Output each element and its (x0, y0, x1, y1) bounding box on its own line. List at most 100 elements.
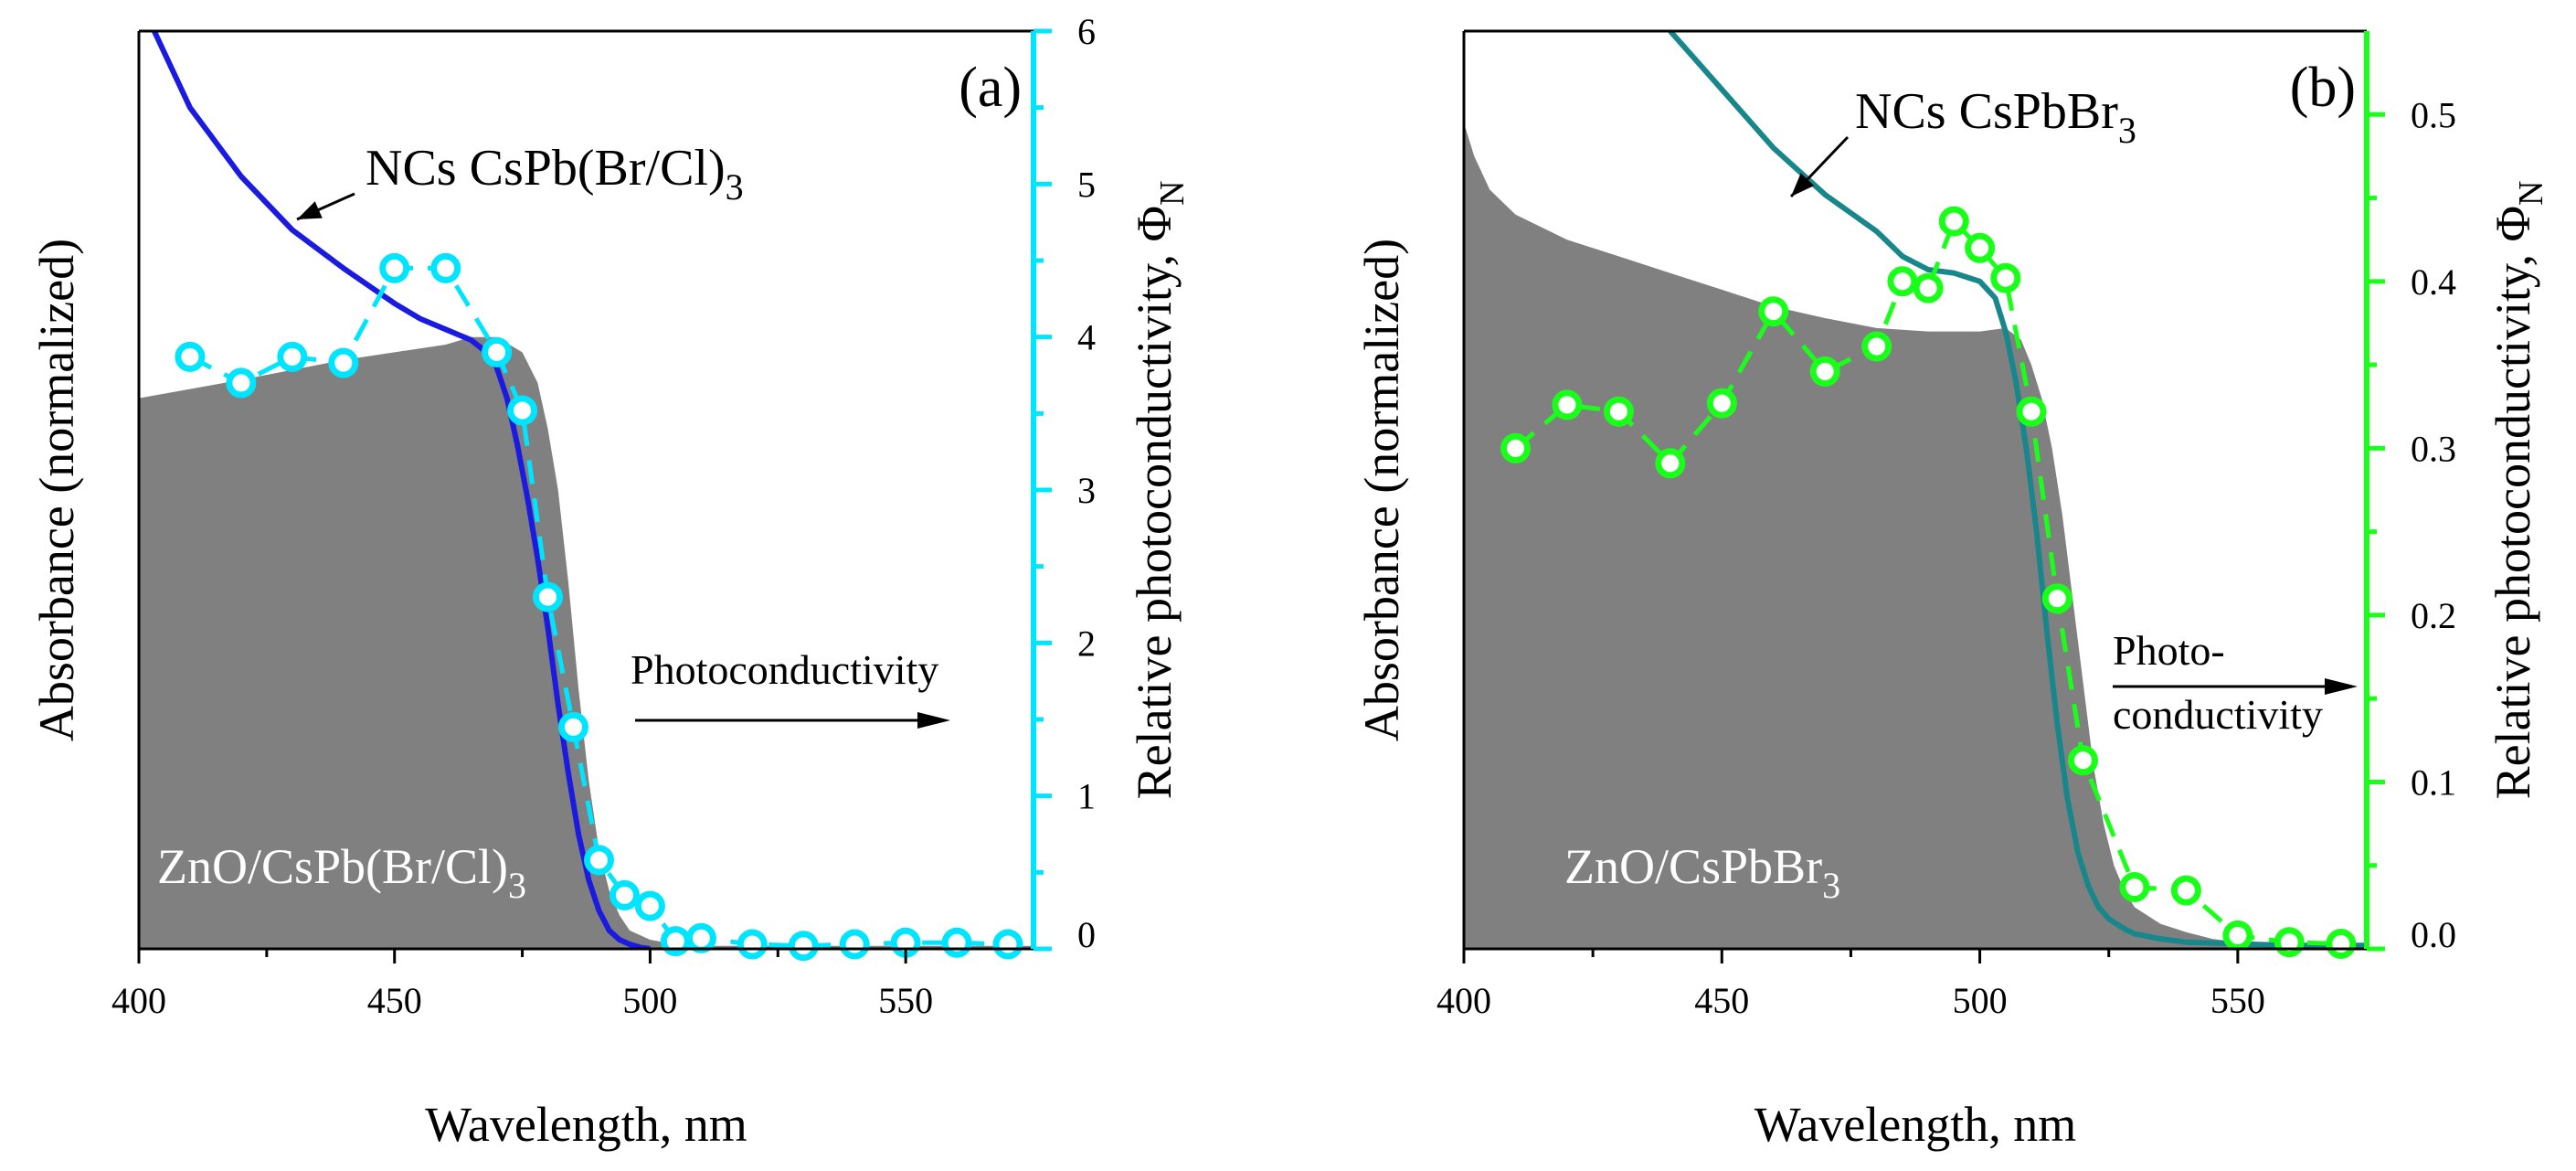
photoconductivity-point-a-14 (685, 922, 716, 953)
photoconductivity-point-a-20 (992, 929, 1023, 960)
curve-label-subscript: 3 (726, 166, 744, 208)
y-left-axis-title-b: Absorbance (normalized) (1354, 239, 1409, 741)
curve-label-text: NCs CsPb(Br/Cl) (366, 140, 726, 197)
y-right-tick-label-b-1: 0.1 (2411, 761, 2456, 803)
x-tick-label-b-0: 400 (1436, 980, 1491, 1021)
y-right-axis-title-text: Relative photoconductivity, Φ (1127, 206, 1182, 799)
curve-label-b: NCs CsPbBr3 (1855, 83, 2136, 151)
curve-label-text: NCs CsPbBr (1855, 83, 2118, 140)
panel-label-b: (b) (2290, 57, 2356, 119)
photoconductivity-point-b-20 (2326, 929, 2357, 959)
photoconductivity-point-b-3 (1655, 448, 1686, 479)
photoconductivity-point-a-19 (941, 927, 972, 958)
x-tick-label-b-1: 450 (1694, 980, 1749, 1021)
absorbance-area-a (139, 336, 1034, 949)
y-right-tick-label-b-2: 0.2 (2411, 595, 2456, 636)
photoconductivity-point-a-3 (328, 347, 359, 378)
photoconductivity-point-a-5 (430, 252, 461, 283)
photoconductivity-point-b-12 (1990, 262, 2021, 293)
panel-label-a: (a) (959, 57, 1022, 119)
y-right-tick-label-a-5: 5 (1077, 164, 1096, 205)
photoconductivity-arrow-label-b: Photo- (2113, 627, 2225, 674)
photoconductivity-point-a-17 (839, 929, 870, 960)
x-tick-label-b-3: 550 (2210, 980, 2265, 1021)
filled-area-label-text: ZnO/CsPbBr (1564, 839, 1822, 894)
y-right-axis-title-a: Relative photoconductivity, ΦN (1127, 181, 1192, 800)
y-right-tick-label-a-1: 1 (1077, 776, 1096, 817)
photoconductivity-point-a-12 (634, 890, 665, 921)
filled-area-label-b: ZnO/CsPbBr3 (1564, 839, 1840, 906)
photoconductivity-point-a-1 (226, 367, 257, 399)
photoconductivity-arrow-label-line2-b: conductivity (2113, 691, 2323, 738)
y-left-axis-title-a: Absorbance (normalized) (29, 239, 84, 741)
y-right-tick-label-a-4: 4 (1077, 317, 1096, 358)
photoconductivity-point-a-8 (533, 581, 563, 612)
photoconductivity-point-b-15 (2068, 745, 2098, 776)
photoconductivity-point-b-14 (2041, 583, 2072, 614)
nc-absorbance-line-a (152, 31, 651, 949)
y-right-tick-label-b-3: 0.3 (2411, 428, 2456, 469)
x-tick-label-a-1: 450 (367, 980, 422, 1021)
filled-area-label-subscript: 3 (1822, 865, 1840, 906)
photoconductivity-point-b-9 (1913, 272, 1944, 303)
y-right-axis-title-subscript: N (2512, 181, 2550, 206)
photoconductivity-point-a-4 (379, 252, 410, 283)
photoconductivity-point-b-7 (1861, 331, 1892, 362)
x-tick-label-a-2: 500 (622, 980, 677, 1021)
curve-label-subscript: 3 (2118, 110, 2136, 151)
nc-absorbance-line-b (1668, 31, 2367, 949)
curve-label-a: NCs CsPb(Br/Cl)3 (366, 140, 744, 208)
y-right-axis-title-b: Relative photoconductivity, ΦN (2486, 181, 2550, 800)
x-tick-label-a-0: 400 (111, 980, 166, 1021)
photoconductivity-arrowhead-b (2325, 678, 2358, 695)
y-right-axis-title-text: Relative photoconductivity, Φ (2486, 206, 2540, 799)
curve-pointer-arrowhead-b (1791, 173, 1815, 197)
photoconductivity-point-b-18 (2222, 920, 2253, 951)
filled-area-label-text: ZnO/CsPb(Br/Cl) (157, 839, 508, 894)
photoconductivity-point-a-15 (737, 929, 768, 960)
plot-area-b (1464, 31, 2367, 949)
photoconductivity-point-a-7 (507, 395, 538, 426)
x-axis-title-a: Wavelength, nm (425, 1097, 747, 1152)
y-right-tick-label-a-0: 0 (1077, 914, 1096, 955)
photoconductivity-point-a-2 (277, 341, 308, 372)
photoconductivity-arrow-label-a: Photoconductivity (631, 646, 938, 693)
photoconductivity-point-a-16 (788, 931, 819, 962)
photoconductivity-point-a-0 (175, 341, 206, 372)
photoconductivity-point-b-8 (1887, 266, 1918, 297)
photoconductivity-point-b-1 (1552, 389, 1583, 420)
absorbance-area-b (1464, 122, 2367, 949)
filled-area-label-a: ZnO/CsPb(Br/Cl)3 (157, 839, 526, 906)
x-tick-label-b-2: 500 (1953, 980, 2008, 1021)
photoconductivity-point-a-11 (610, 879, 640, 910)
curve-pointer-arrowhead-a (297, 201, 323, 219)
y-right-tick-label-b-5: 0.5 (2411, 94, 2456, 135)
photoconductivity-point-a-6 (482, 336, 513, 367)
photoconductivity-point-a-9 (558, 711, 588, 742)
y-right-tick-label-b-0: 0.0 (2411, 914, 2456, 955)
photoconductivity-point-b-5 (1758, 296, 1789, 327)
photoconductivity-point-b-11 (1965, 232, 1996, 263)
photoconductivity-point-b-0 (1500, 432, 1531, 463)
y-right-tick-label-a-3: 3 (1077, 470, 1096, 511)
panel-a: 400 450 500 550 0 1 2 3 4 5 6 Wavelength, nm Absorba… (29, 11, 1192, 1152)
y-right-tick-label-b-4: 0.4 (2411, 261, 2456, 303)
y-right-tick-label-a-2: 2 (1077, 623, 1096, 664)
photoconductivity-point-b-17 (2170, 875, 2201, 906)
y-right-tick-label-a-6: 6 (1077, 11, 1096, 52)
panel-b: 400 450 500 550 0.0 0.1 0.2 0.3 0.4 0.5 Wavelength… (1354, 29, 2550, 1152)
filled-area-label-subscript: 3 (508, 865, 526, 906)
photoconductivity-point-b-6 (1809, 356, 1840, 387)
photoconductivity-point-b-19 (2274, 927, 2305, 958)
photoconductivity-point-b-2 (1603, 396, 1634, 427)
photoconductivity-arrowhead-a (917, 712, 950, 729)
x-tick-label-a-3: 550 (878, 980, 933, 1021)
photoconductivity-point-b-13 (2016, 396, 2047, 427)
y-right-axis-title-subscript: N (1153, 181, 1192, 206)
x-axis-title-b: Wavelength, nm (1754, 1097, 2077, 1152)
photoconductivity-point-b-4 (1706, 388, 1737, 419)
photoconductivity-point-b-10 (1938, 206, 1969, 237)
photoconductivity-point-b-16 (2119, 872, 2150, 902)
photoconductivity-point-a-10 (584, 845, 614, 876)
